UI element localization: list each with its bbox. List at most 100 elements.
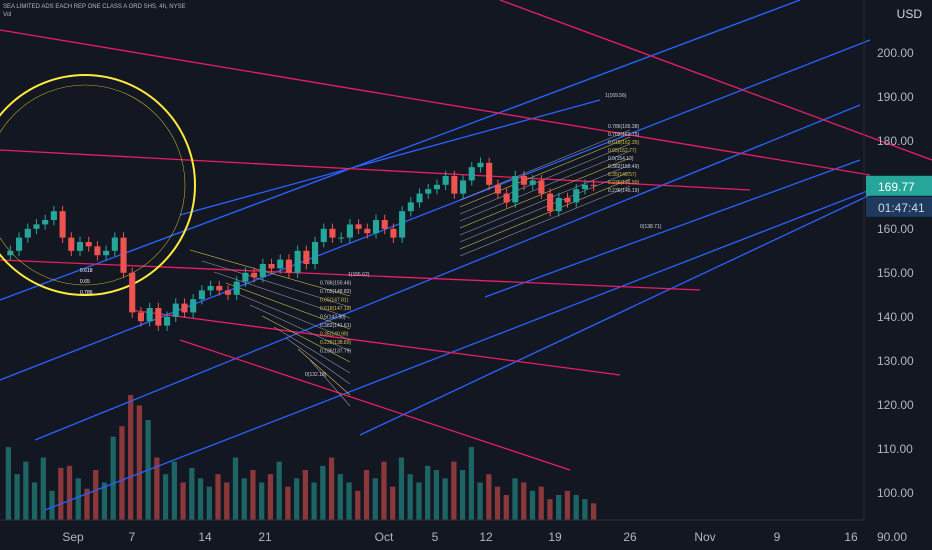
volume-bar [128,395,134,520]
candle-body [477,162,484,168]
volume-bar [390,486,396,520]
fib-label: 0.702(163.75) [608,132,639,138]
candle-body [581,184,588,190]
candle-body [172,303,179,317]
volume-bar [302,470,308,520]
candle-body [103,250,110,256]
candle-body [416,193,423,203]
fib-level-line [459,185,631,257]
blue-channel-line [179,99,601,216]
fib-label: 0.35(149.57) [608,172,637,178]
y-tick-label: 160.00 [877,222,914,236]
candle-body [155,308,162,326]
volume-bar [582,499,588,520]
volume-bar [372,478,378,520]
red-channel-line [499,0,932,161]
volume-bar [337,474,343,520]
candle-body [190,299,197,313]
y-tick-label: 110.00 [877,442,913,456]
candle-body [251,272,258,278]
candle-body [146,308,153,322]
candle-body [85,242,92,247]
volume-bar [521,482,527,520]
volume-bar [591,503,597,520]
chart-header: SEA LIMITED ADS EACH REP ONE CLASS A ORD… [3,3,186,19]
volume-bar [250,470,256,520]
candle-body [16,237,23,251]
volume-legend: Vol [3,12,12,18]
volume-bar [442,478,448,520]
candle-body [442,176,449,185]
blue-channel-line [0,39,871,381]
fib-level-line [225,282,351,330]
volume-bar [311,482,317,520]
volume-bar [503,495,509,520]
candle-body [164,316,171,326]
blue-channel-line [34,104,861,441]
price-axis: 200.00190.00180.00170.00160.00150.00140.… [863,0,914,544]
volume-bar [320,465,326,520]
fib-level-line [285,337,351,385]
candles [7,157,597,331]
fib-level-line [309,359,351,407]
y-tick-label: 120.00 [877,398,914,412]
candle-body [181,303,188,313]
fib-label: 0.786 [80,290,93,296]
candle-body [76,242,84,251]
fib-label: 0.702(148.82) [320,289,351,295]
fib-label: 0.236(145.19) [608,188,639,194]
volume-bar [276,461,282,520]
countdown-label: 01:47:41 [878,201,925,215]
candle-body [433,184,440,190]
volume-bar [110,436,116,520]
volume-bar [547,499,553,520]
fib-label: 0.236(138.80) [320,340,351,346]
fib-level-line [261,315,351,363]
volume-bar [171,461,177,520]
candle-body [242,272,249,282]
candle-body [320,228,327,242]
candle-body [59,211,66,238]
price-tag-box [866,175,932,196]
volume-bar [154,457,160,520]
volume-bar [294,478,300,520]
currency-label: USD [896,7,922,21]
x-tick-label: 12 [479,530,493,544]
red-channel-line [179,339,571,471]
candle-body [355,224,362,229]
candle-body [303,250,310,264]
current-price-tag: 169.77 [866,175,932,196]
y-tick-label: 190.00 [877,90,914,104]
volume-bar [101,482,108,520]
volume-bar [119,426,125,520]
countdown-box [866,196,932,217]
volume-bar [407,474,413,520]
fib-label: 0.382(141.61) [320,323,351,329]
fib-label: 1(155.62) [348,272,370,278]
fib-label: 0(138.71) [640,224,662,230]
fib-lines [189,129,631,407]
candle-body [338,237,345,239]
volume-bar [573,495,579,520]
volume-bar [215,474,221,520]
fib-level-line [237,293,351,341]
candle-body [111,237,118,251]
volume-bar [189,467,195,520]
time-axis: Sep 7 14 21 Oct 5 12 19 26 Nov 9 16 [0,519,864,550]
fib-label: 0.5(143.90) [320,315,346,321]
fib-level-line [459,164,631,236]
fib-label: 0.65(162.77) [608,148,637,154]
candle-body [24,228,31,238]
fib-label: 0.786(150.46) [320,281,351,287]
candle-body [529,180,536,185]
candle-body [390,228,397,238]
fib-level-line [459,171,631,243]
volume-bar [433,470,440,520]
blue-channel-line [0,0,801,301]
blue-channel-line [359,194,871,436]
volume-bar [425,465,431,520]
candle-body [129,272,136,313]
volume-bar [494,486,501,520]
